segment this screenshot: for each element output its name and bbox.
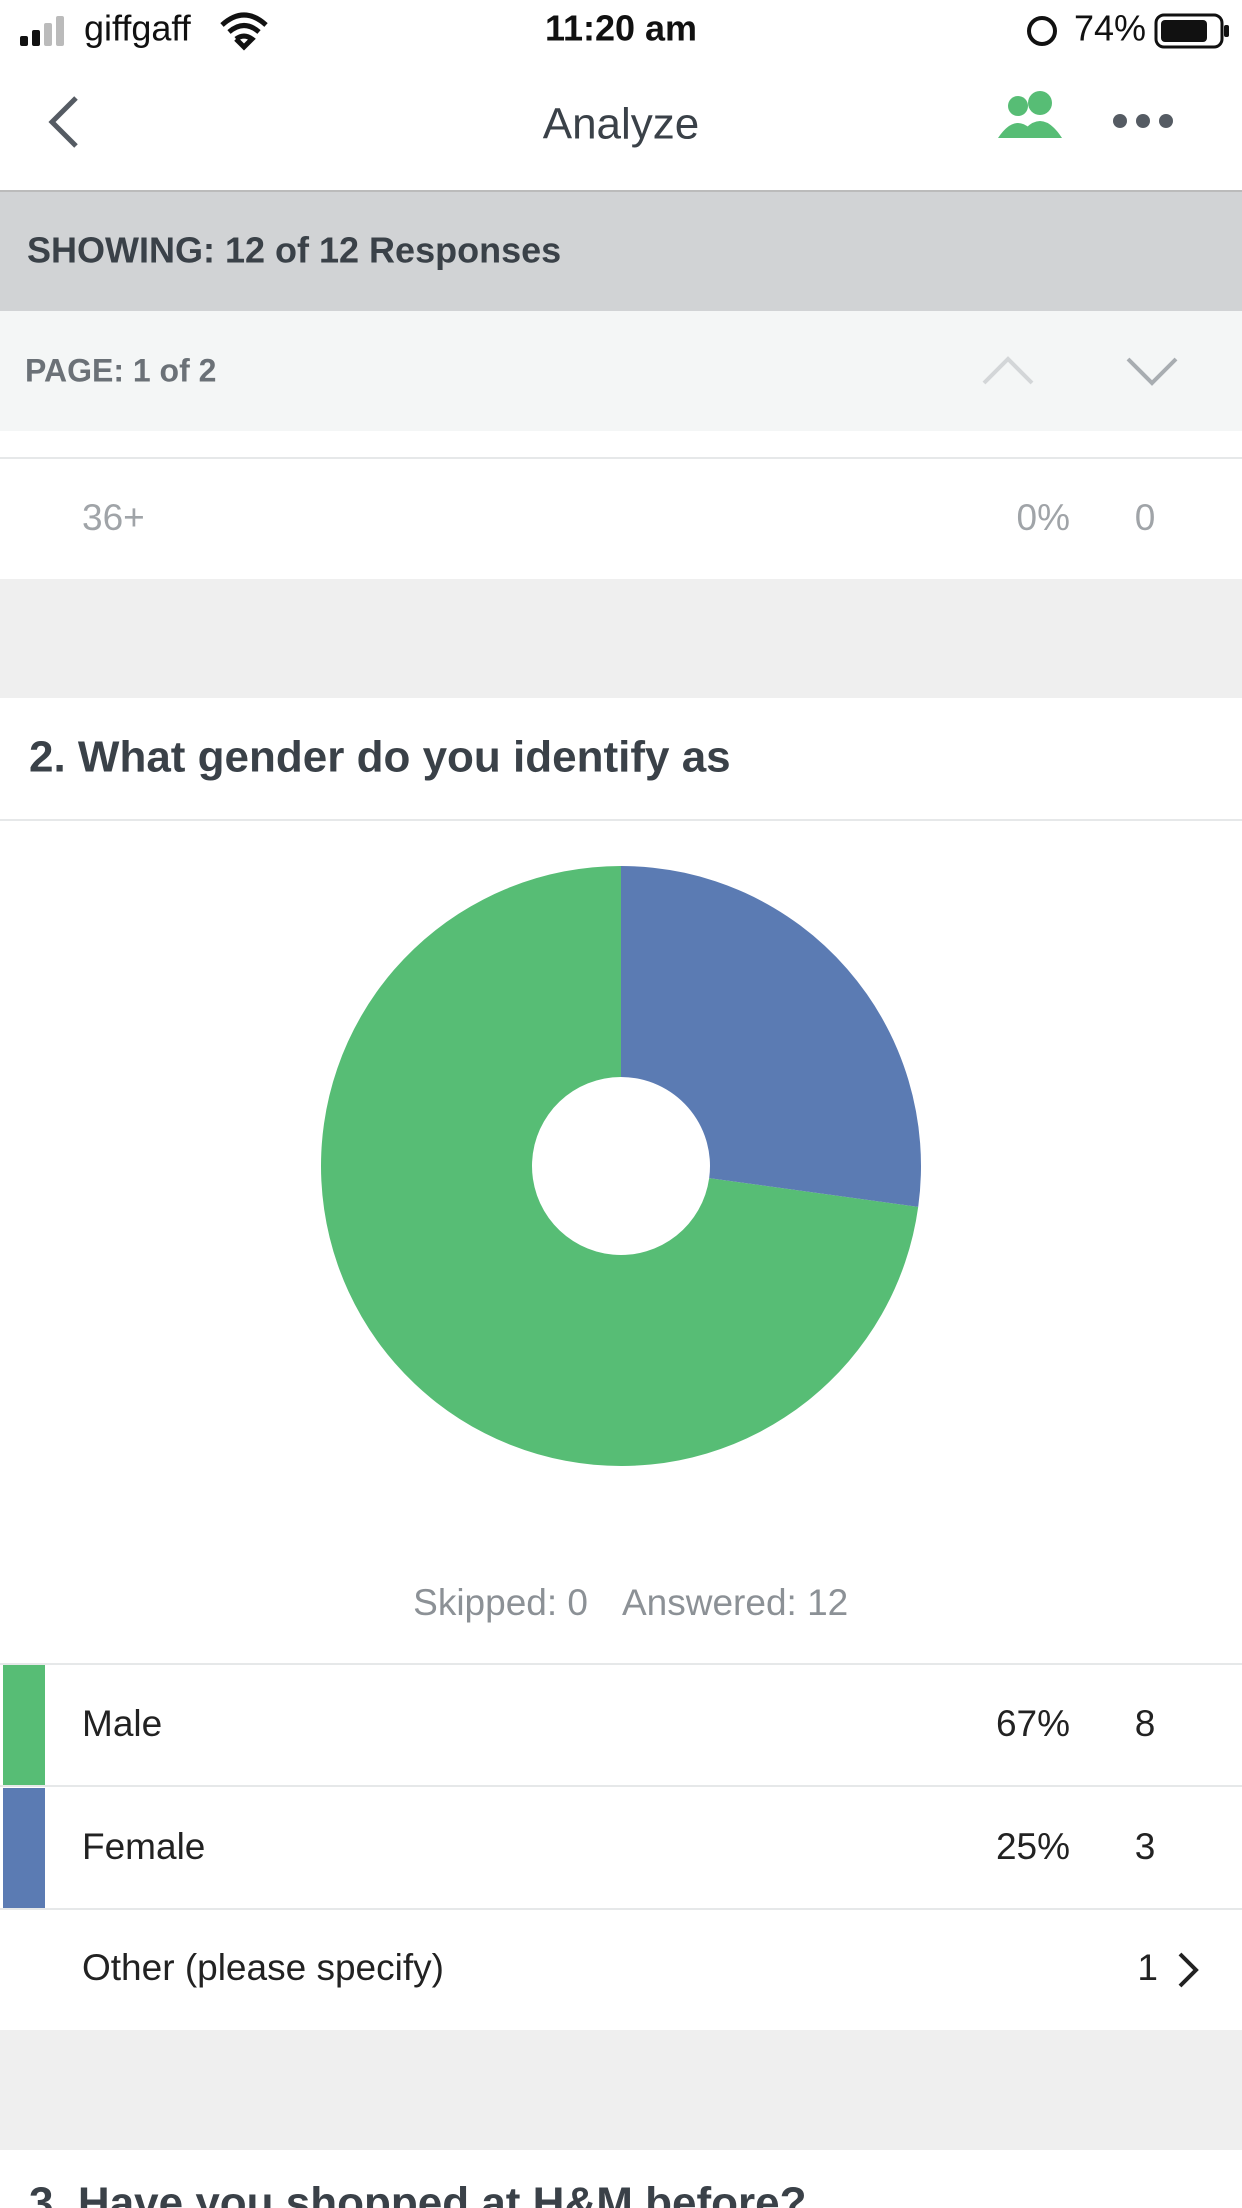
battery-level: 74% bbox=[1074, 8, 1146, 49]
wifi-icon bbox=[220, 12, 268, 51]
row-count: 0 bbox=[1135, 497, 1156, 538]
page-up[interactable] bbox=[982, 356, 1034, 385]
showing-bar bbox=[0, 192, 1242, 311]
legend-count: 3 bbox=[1135, 1826, 1156, 1867]
legend-swatch bbox=[3, 1665, 45, 1785]
legend-table: Male 67% 8 Female 25% 3 bbox=[0, 1665, 1242, 1910]
back-button[interactable] bbox=[48, 96, 78, 148]
other-chevron[interactable] bbox=[1178, 1952, 1199, 1988]
skipped: Skipped: 0 bbox=[413, 1582, 588, 1623]
clock: 11:20 am bbox=[545, 8, 697, 49]
legend-count: 8 bbox=[1135, 1703, 1156, 1744]
section-gap bbox=[0, 2030, 1242, 2150]
pie-slice bbox=[321, 866, 919, 1467]
row-label: 36+ bbox=[82, 497, 145, 538]
other-count[interactable]: 1 bbox=[1137, 1947, 1158, 1988]
row-percent: 0% bbox=[1017, 497, 1070, 538]
nav-title: Analyze bbox=[543, 100, 700, 149]
donut-chart bbox=[321, 866, 922, 1467]
question-title: 2. What gender do you identify as bbox=[29, 733, 731, 782]
legend-label: Male bbox=[82, 1703, 162, 1744]
other-label[interactable]: Other (please specify) bbox=[82, 1947, 444, 1988]
legend-percent: 67% bbox=[996, 1703, 1070, 1744]
answered: Answered: 12 bbox=[622, 1582, 848, 1623]
legend-label: Female bbox=[82, 1826, 205, 1867]
legend-swatch bbox=[3, 1788, 45, 1908]
page-text: PAGE: 1 of 2 bbox=[25, 352, 216, 388]
carrier: giffgaff bbox=[84, 8, 192, 49]
pie-slice bbox=[621, 866, 922, 1207]
more-button[interactable] bbox=[1113, 114, 1173, 128]
page-bar bbox=[0, 311, 1242, 431]
battery-icon bbox=[1154, 13, 1229, 49]
lock-icon bbox=[1027, 16, 1057, 46]
showing-text: SHOWING: 12 of 12 Responses bbox=[27, 230, 561, 271]
signal-icon bbox=[20, 16, 64, 46]
section-gap bbox=[0, 579, 1242, 698]
legend-percent: 25% bbox=[996, 1826, 1070, 1867]
page-down[interactable] bbox=[1126, 357, 1178, 386]
next-question-title: 3. Have you shopped at H&M before? bbox=[29, 2179, 806, 2208]
collaborators-icon[interactable] bbox=[998, 91, 1062, 138]
